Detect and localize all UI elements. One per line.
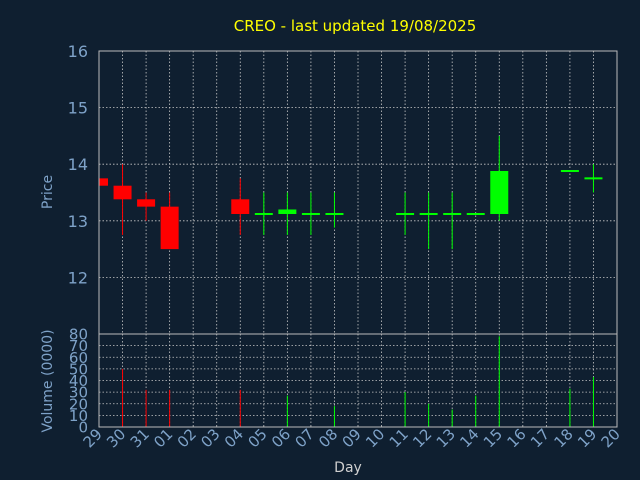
candle-body [160,206,179,250]
price-y-tick-label: 12 [68,268,88,287]
candle-body [396,213,415,216]
candle [254,192,273,235]
price-y-tick-label: 15 [68,99,88,118]
volume-y-tick-label: 80 [69,326,88,344]
volume-y-tick-label: 20 [69,395,88,413]
candle [490,135,509,221]
price-axis-label: Price [40,175,56,209]
volume-y-tick-label: 50 [69,360,88,378]
price-y-tick-label: 14 [68,155,88,174]
candle-body [231,199,250,215]
candle [137,192,156,221]
candle [560,169,579,172]
candle-body [99,178,108,186]
candle-body [137,199,156,207]
candle-body [301,213,320,216]
candle [584,164,603,193]
candle-body [560,169,579,172]
candle [466,213,485,216]
candle-body [490,170,509,215]
candle [278,192,297,235]
volume-y-tick-label: 40 [69,372,88,390]
candle [98,178,108,186]
volume-axis-label: Volume (0000) [40,329,56,432]
volume-y-tick-label: 70 [69,337,88,355]
candle-body [443,213,462,216]
volume-y-tick-label: 60 [69,349,88,367]
candle [443,192,462,250]
candle-body [325,213,344,216]
price-y-tick-label: 16 [68,42,88,61]
volume-y-tick-label: 10 [69,407,88,425]
candle [396,192,415,235]
candle-body [466,213,485,216]
chart-title: CREO - last updated 19/08/2025 [234,17,477,35]
candle-body [584,177,603,180]
price-y-tick-label: 13 [68,212,88,231]
candle-body [278,209,297,215]
candle-body [113,185,132,200]
x-axis-label: Day [334,460,362,476]
candle-body [254,213,273,216]
candle [231,178,250,235]
price-panel: 12 13 14 15 16 [68,42,618,335]
candle [419,192,438,250]
candle [325,192,344,228]
volume-y-tick-label: 0 [78,419,88,437]
volume-frame [98,333,618,428]
volume-y-tick-label: 30 [69,384,88,402]
candle [113,164,132,235]
x-tick-labels: 2930310102030405060708091011121314151617… [80,425,624,451]
candle-body [419,213,438,216]
candle [301,192,320,235]
candle [160,192,179,250]
